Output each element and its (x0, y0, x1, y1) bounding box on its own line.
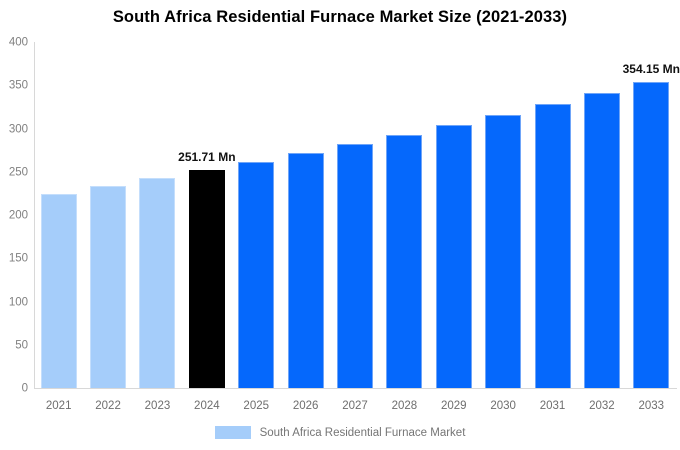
bar-2033[interactable] (633, 81, 670, 388)
y-tick-label-300: 300 (8, 122, 28, 135)
bar-2021[interactable] (40, 193, 77, 388)
bar-2032[interactable] (583, 93, 620, 388)
legend-label: South Africa Residential Furnace Market (259, 426, 466, 439)
x-tick-label-2022: 2022 (95, 400, 121, 412)
bar-2029[interactable] (435, 124, 472, 388)
x-tick-label-2024: 2024 (194, 400, 220, 412)
bar-2023[interactable] (139, 178, 176, 388)
bar-2025[interactable] (238, 161, 275, 388)
x-tick-label-2032: 2032 (589, 400, 615, 412)
bar-value-label-2033: 354.15 Mn (622, 61, 680, 76)
y-tick-label-250: 250 (8, 166, 28, 178)
y-tick-label-100: 100 (8, 295, 28, 308)
y-tick-label-0: 0 (21, 382, 28, 395)
bar-2028[interactable] (386, 134, 423, 388)
bar-2027[interactable] (337, 143, 373, 388)
x-tick-label-2027: 2027 (342, 400, 368, 412)
y-tick-label-400: 400 (8, 36, 28, 49)
x-tick-label-2028: 2028 (391, 400, 418, 412)
x-tick-label-2025: 2025 (243, 400, 270, 412)
x-tick-label-2029: 2029 (440, 400, 467, 412)
legend-swatch (214, 426, 251, 439)
y-tick-label-350: 350 (8, 79, 28, 92)
chart-title: South Africa Residential Furnace Market … (112, 8, 568, 26)
bar-2022[interactable] (90, 186, 127, 388)
y-tick-label-200: 200 (8, 209, 28, 222)
legend[interactable]: South Africa Residential Furnace Market (0, 426, 680, 439)
x-tick-label-2023: 2023 (144, 400, 171, 412)
y-tick-label-150: 150 (8, 252, 28, 265)
x-tick-label-2033: 2033 (638, 400, 665, 412)
x-tick-label-2021: 2021 (45, 400, 72, 412)
bar-2030[interactable] (485, 114, 522, 388)
bar-2031[interactable] (534, 104, 571, 388)
x-tick-label-2030: 2030 (490, 400, 516, 412)
x-tick-label-2026: 2026 (292, 400, 319, 412)
x-tick-label-2031: 2031 (539, 400, 566, 412)
y-tick-label-50: 50 (15, 339, 28, 351)
y-axis-line (33, 42, 35, 389)
bar-2026[interactable] (287, 153, 324, 388)
x-axis-line (33, 388, 677, 389)
bar-value-label-2024: 251.71 Mn (178, 150, 236, 165)
bar-2024[interactable] (188, 170, 225, 388)
